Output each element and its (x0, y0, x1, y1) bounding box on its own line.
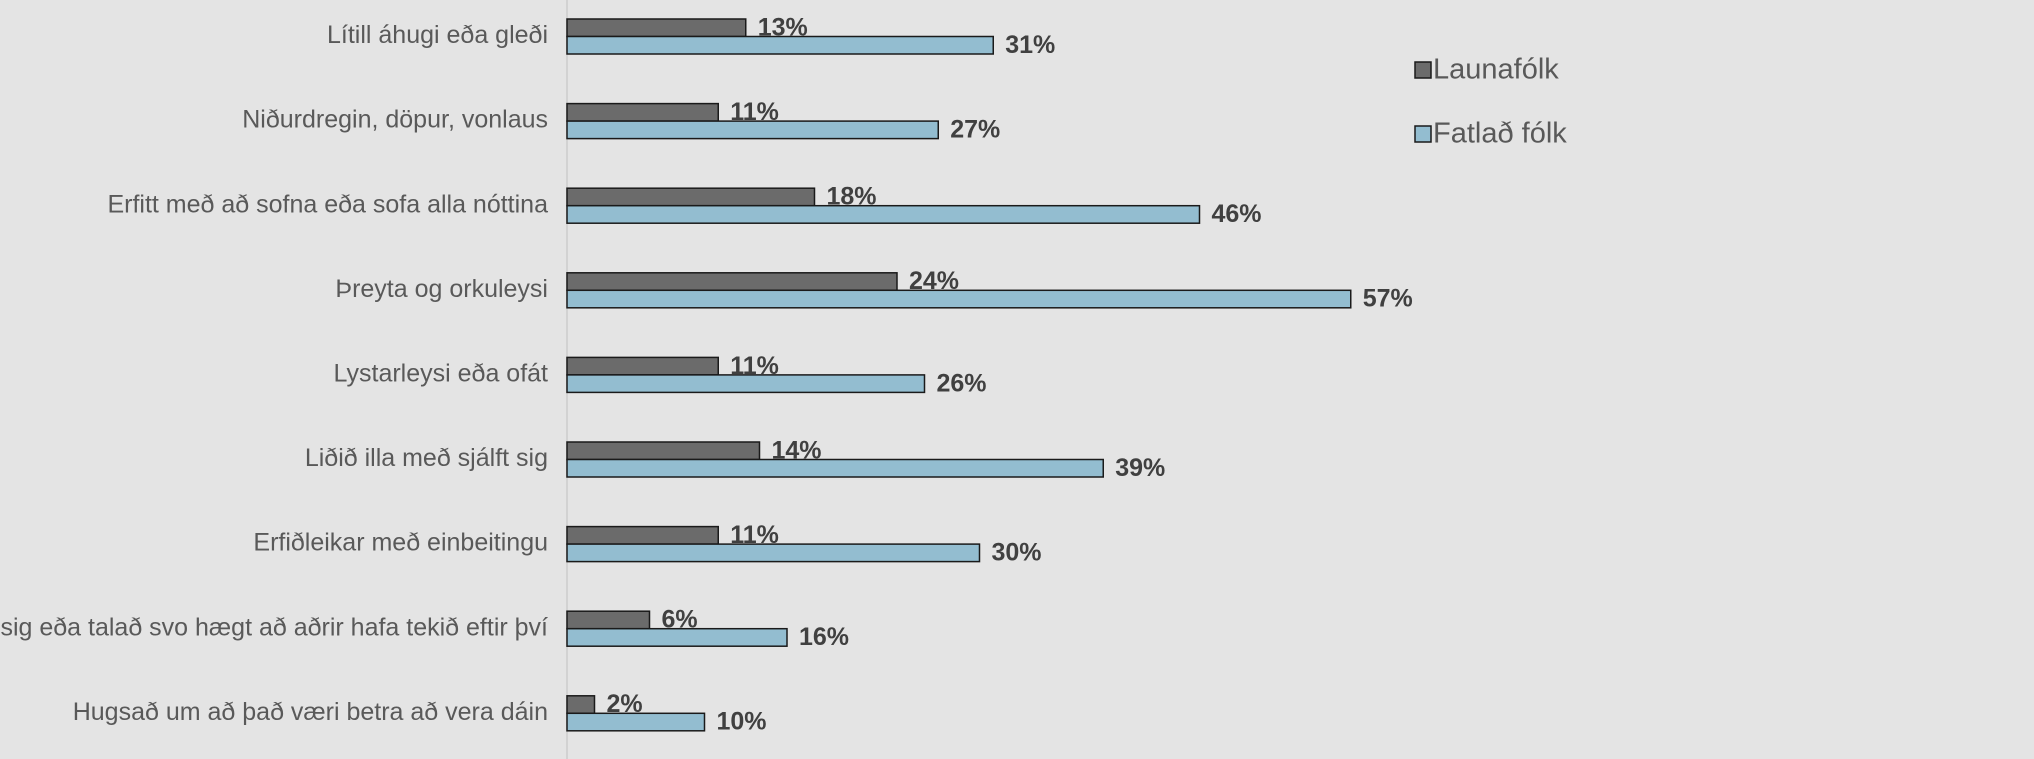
legend-swatch (1414, 61, 1432, 79)
data-label: 16% (799, 623, 849, 651)
bar (566, 35, 994, 55)
bar (566, 120, 939, 140)
bar (566, 289, 1352, 309)
category-label: Hreyft sig eða talað svo hægt að aðrir h… (0, 613, 548, 641)
category-label: Niðurdregin, döpur, vonlaus (242, 106, 548, 134)
category-label: Þreyta og orkuleysi (335, 275, 548, 303)
category-label: Erfiðleikar með einbeitingu (253, 529, 548, 557)
category-label: Lystarleysi eða ofát (334, 360, 549, 388)
data-label: 27% (950, 115, 1000, 143)
bar (566, 712, 706, 732)
data-label: 57% (1363, 285, 1413, 313)
bar (566, 543, 981, 563)
bar (566, 627, 788, 647)
bar (566, 187, 816, 207)
category-label: Erfitt með að sofna eða sofa alla nóttin… (107, 190, 548, 218)
bar (566, 272, 898, 292)
category-label: Liðið illa með sjálft sig (305, 444, 548, 472)
category-label: Lítill áhugi eða gleði (327, 21, 548, 49)
data-label: 30% (992, 538, 1042, 566)
bar (566, 102, 719, 122)
data-label: 39% (1115, 454, 1165, 482)
legend-label: Launafólk (1433, 54, 1559, 86)
bar (566, 18, 747, 38)
legend-label: Fatlað fólk (1433, 118, 1567, 150)
data-label: 31% (1005, 31, 1055, 59)
bar (566, 458, 1104, 478)
data-label: 46% (1212, 200, 1262, 228)
bar (566, 204, 1201, 224)
bar (566, 610, 651, 630)
bar (566, 356, 719, 376)
legend-swatch (1414, 125, 1432, 143)
data-label: 10% (717, 708, 767, 736)
category-label: Hugsað um að það væri betra að vera dáin (73, 698, 548, 726)
bar (566, 695, 596, 715)
bar (566, 525, 719, 545)
data-label: 26% (937, 369, 987, 397)
bar (566, 441, 761, 461)
bar (566, 374, 926, 394)
